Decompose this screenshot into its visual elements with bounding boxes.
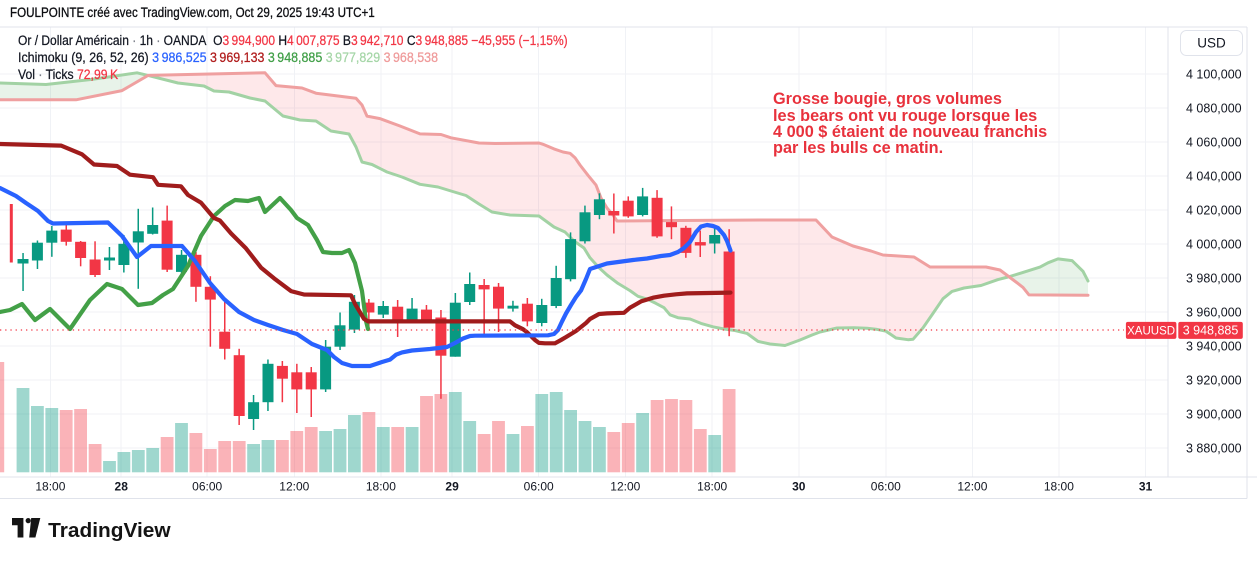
svg-text:29: 29 — [445, 480, 459, 494]
svg-text:4 040,000: 4 040,000 — [1186, 169, 1242, 183]
svg-text:3 920,000: 3 920,000 — [1186, 373, 1242, 387]
svg-text:4 000,000: 4 000,000 — [1186, 237, 1242, 251]
svg-text:3 948,885: 3 948,885 — [1183, 324, 1239, 338]
svg-text:06:00: 06:00 — [871, 480, 901, 494]
svg-text:18:00: 18:00 — [366, 480, 396, 494]
svg-text:USD: USD — [1197, 36, 1226, 51]
svg-text:3 900,000: 3 900,000 — [1186, 407, 1242, 421]
svg-text:XAUUSD: XAUUSD — [1127, 325, 1175, 337]
svg-text:12:00: 12:00 — [957, 480, 987, 494]
svg-text:18:00: 18:00 — [1044, 480, 1074, 494]
svg-text:12:00: 12:00 — [279, 480, 309, 494]
svg-text:4 020,000: 4 020,000 — [1186, 203, 1242, 217]
svg-text:3 880,000: 3 880,000 — [1186, 441, 1242, 455]
svg-text:18:00: 18:00 — [697, 480, 727, 494]
svg-text:3 940,000: 3 940,000 — [1186, 339, 1242, 353]
svg-text:06:00: 06:00 — [524, 480, 554, 494]
svg-text:12:00: 12:00 — [610, 480, 640, 494]
svg-text:28: 28 — [115, 480, 129, 494]
svg-text:3 960,000: 3 960,000 — [1186, 305, 1242, 319]
svg-text:30: 30 — [792, 480, 806, 494]
svg-text:3 980,000: 3 980,000 — [1186, 271, 1242, 285]
svg-text:31: 31 — [1139, 480, 1153, 494]
svg-text:18:00: 18:00 — [35, 480, 65, 494]
svg-text:4 060,000: 4 060,000 — [1186, 135, 1242, 149]
svg-text:4 100,000: 4 100,000 — [1186, 67, 1242, 81]
svg-text:TradingView: TradingView — [48, 520, 171, 542]
svg-text:06:00: 06:00 — [192, 480, 222, 494]
svg-text:4 080,000: 4 080,000 — [1186, 101, 1242, 115]
